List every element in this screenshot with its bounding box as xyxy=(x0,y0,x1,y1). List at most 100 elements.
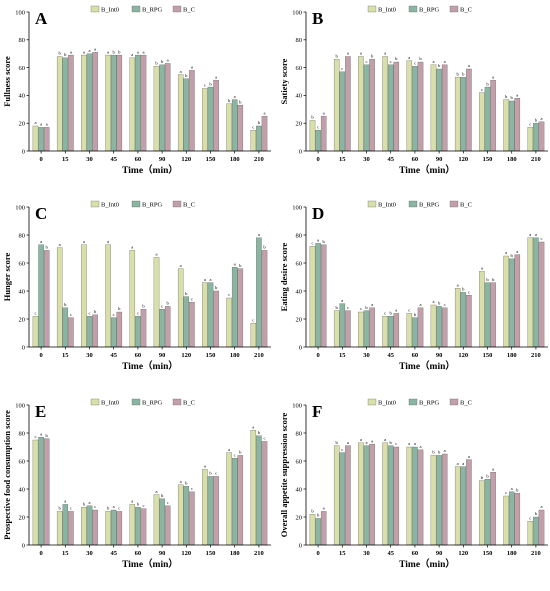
x-tick-label: 150 xyxy=(206,352,216,359)
significance-letter: a xyxy=(215,74,217,79)
bar-b-b_c-120 xyxy=(466,68,472,152)
bar-c-b_rpg-210 xyxy=(256,237,262,348)
bar-d-b_rpg-60 xyxy=(412,317,418,348)
bar-e-b_c-60 xyxy=(140,508,147,546)
significance-letter: b xyxy=(511,95,514,100)
legend-label: B_C xyxy=(460,202,472,209)
significance-letter: b xyxy=(516,487,519,492)
significance-letter: a xyxy=(492,466,494,471)
significance-letter: a xyxy=(414,441,416,446)
bar-c-b_c-60 xyxy=(140,309,147,348)
significance-letter: b xyxy=(317,513,320,518)
significance-letter: a xyxy=(234,94,236,99)
x-tick-label: 90 xyxy=(159,352,166,359)
significance-letter: a xyxy=(432,299,434,304)
significance-letter: b xyxy=(419,56,422,61)
panel-letter: D xyxy=(312,204,324,223)
bar-e-b_rpg-0 xyxy=(38,437,44,546)
bar-b-b_rpg-45 xyxy=(387,64,394,152)
bar-d-b_rpg-15 xyxy=(339,303,346,348)
significance-letter: b xyxy=(239,263,242,268)
x-tick-label: 120 xyxy=(458,156,468,163)
bar-f-b_rpg-120 xyxy=(460,466,467,546)
significance-letter: c xyxy=(505,490,507,495)
significance-letter: b xyxy=(258,430,261,435)
bar-d-b_c-0 xyxy=(320,244,327,348)
bar-a-b_int0-180 xyxy=(226,103,232,152)
x-axis-label: Time（min） xyxy=(122,360,178,372)
significance-letter: a xyxy=(408,55,410,60)
bar-e-b_int0-15 xyxy=(56,511,63,546)
significance-letter: b xyxy=(64,52,67,57)
y-tick-label: 60 xyxy=(19,65,26,72)
significance-letter: b xyxy=(215,285,218,290)
y-tick-label: 100 xyxy=(15,9,25,16)
legend: B_Int0 B_RPG B_C xyxy=(90,5,195,14)
significance-letter: a xyxy=(64,499,66,504)
significance-letter: a xyxy=(204,464,206,469)
significance-letter: b xyxy=(486,277,489,282)
legend-swatch-b_int0 xyxy=(90,398,100,406)
significance-letter: a xyxy=(263,110,265,115)
legend-swatch-b_int0 xyxy=(90,200,100,208)
x-axis-label: Time（min） xyxy=(122,164,178,176)
panel-letter: B xyxy=(312,9,323,28)
bar-d-b_c-150 xyxy=(490,282,496,348)
significance-letter: c xyxy=(215,471,217,476)
significance-letter: a xyxy=(384,437,386,442)
significance-letter: a xyxy=(131,52,133,57)
significance-letter: b xyxy=(185,291,188,296)
bar-e-b_int0-90 xyxy=(153,494,160,546)
significance-letter: c xyxy=(252,317,254,322)
bar-d-b_rpg-0 xyxy=(315,243,321,348)
bar-e-b_int0-210 xyxy=(250,430,257,546)
significance-letter: c xyxy=(444,302,446,307)
legend-swatch-b_c xyxy=(172,200,182,208)
x-tick-label: 0 xyxy=(39,550,42,557)
x-tick-label: 90 xyxy=(159,156,166,163)
bar-c-b_rpg-120 xyxy=(183,296,190,348)
bar-d-b_rpg-180 xyxy=(508,258,515,348)
significance-letter: b xyxy=(64,302,67,307)
bar-a-b_int0-210 xyxy=(250,129,257,152)
y-tick-label: 0 xyxy=(299,344,302,351)
legend-swatch-b_int0 xyxy=(367,5,377,13)
bar-f-b_int0-0 xyxy=(309,514,316,546)
bar-d-b_c-180 xyxy=(514,254,521,348)
bar-e-b_c-120 xyxy=(189,491,195,546)
legend-swatch-b_c xyxy=(449,398,459,406)
legend-swatch-b_c xyxy=(449,200,459,208)
legend-swatch-b_c xyxy=(172,5,182,13)
significance-letter: b xyxy=(209,471,212,476)
x-tick-label: 180 xyxy=(507,156,517,163)
significance-letter: b xyxy=(371,53,374,58)
y-tick-label: 40 xyxy=(19,288,26,295)
significance-letter: a xyxy=(83,239,85,244)
y-tick-label: 80 xyxy=(19,37,26,44)
x-tick-label: 120 xyxy=(458,550,468,557)
x-tick-label: 15 xyxy=(62,550,69,557)
bar-b-b_rpg-15 xyxy=(339,71,346,152)
bar-f-b_int0-60 xyxy=(406,446,413,546)
bar-e-b_rpg-60 xyxy=(135,507,141,546)
bar-a-b_int0-150 xyxy=(202,88,208,152)
significance-letter: c xyxy=(311,240,313,245)
y-tick-label: 40 xyxy=(19,486,26,493)
significance-letter: c xyxy=(529,515,531,520)
bar-d-b_c-210 xyxy=(538,241,545,348)
significance-letter: a xyxy=(94,47,96,52)
bar-c-b_int0-60 xyxy=(129,250,136,348)
bar-b-b_rpg-210 xyxy=(533,123,539,152)
bar-c-b_int0-210 xyxy=(250,323,257,348)
y-tick-label: 0 xyxy=(22,542,25,549)
legend-label: B_Int0 xyxy=(378,7,396,14)
bar-e-b_rpg-30 xyxy=(86,505,93,546)
bar-f-b_int0-15 xyxy=(333,445,340,546)
x-tick-label: 60 xyxy=(412,156,419,163)
significance-letter: a xyxy=(444,448,446,453)
significance-letter: b xyxy=(486,473,489,478)
significance-letter: c xyxy=(395,441,397,446)
